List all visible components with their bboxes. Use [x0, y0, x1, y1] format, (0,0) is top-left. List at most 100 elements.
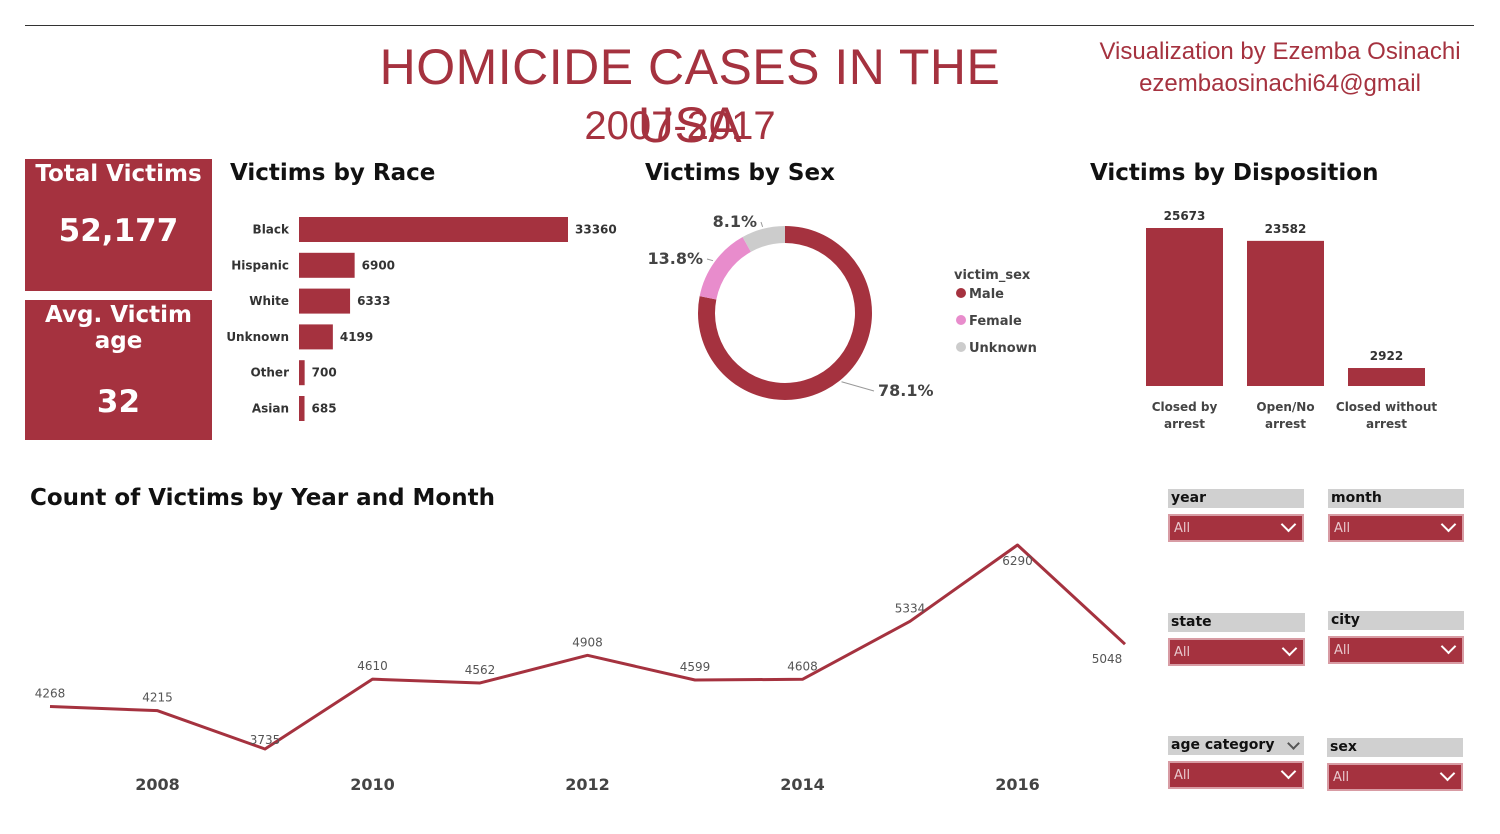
legend-dot-icon — [956, 315, 966, 325]
line-data-label: 5048 — [1092, 652, 1123, 666]
slicer-sex-dropdown[interactable]: All — [1327, 763, 1463, 791]
race-value-label: 700 — [312, 366, 337, 380]
sex-leader-line — [706, 258, 714, 262]
legend-dot-icon — [956, 342, 966, 352]
race-bar — [299, 360, 305, 386]
slicer-city-label: city — [1328, 611, 1464, 630]
year-line-chart: 4268 4215 3735 4610 4562 4908 4599 4608 5334 6290… — [35, 543, 1127, 794]
race-value-label: 6333 — [357, 294, 390, 308]
slicer-state-dropdown[interactable]: All — [1168, 638, 1305, 666]
credit-email: ezembaosinachi64@gmail — [1139, 70, 1421, 97]
slicer-year-value: All — [1174, 521, 1191, 536]
slicer-month-label: month — [1328, 489, 1464, 508]
sex-legend-item: Male — [969, 287, 1004, 302]
chevron-down-icon[interactable] — [1281, 640, 1298, 657]
victims-trend-line — [49, 543, 1127, 751]
line-data-label: 4908 — [572, 635, 603, 649]
slicer-month-value: All — [1334, 521, 1351, 536]
page-title: HOMICIDE CASES IN THE USA — [379, 39, 1001, 153]
sex-slice-label: 8.1% — [713, 212, 757, 231]
slicer-state-value: All — [1174, 645, 1191, 660]
chevron-down-icon[interactable] — [1287, 737, 1300, 750]
disposition-value-label: 23582 — [1265, 222, 1307, 236]
line-data-label: 3735 — [250, 733, 281, 747]
sex-slice-label: 78.1% — [878, 381, 934, 400]
slicer-sex[interactable]: sex All — [1327, 738, 1463, 791]
disposition-category-label: Open/No — [1256, 400, 1314, 414]
race-category-label: Black — [253, 223, 290, 237]
line-data-label: 4562 — [465, 663, 496, 677]
slicer-year[interactable]: year All — [1168, 489, 1304, 542]
race-category-label: Hispanic — [231, 258, 289, 272]
line-data-label: 4215 — [142, 691, 173, 705]
slicer-month-dropdown[interactable]: All — [1328, 514, 1464, 542]
disposition-bar — [1247, 240, 1324, 386]
credit-name: Visualization by Ezemba Osinachi — [1099, 38, 1461, 65]
avg-age-label: Avg. Victim age — [45, 302, 192, 354]
line-data-label: 4608 — [787, 659, 818, 673]
sex-leader-line — [841, 381, 875, 392]
sex-slice-label: 13.8% — [647, 249, 703, 268]
race-bar — [299, 396, 305, 421]
disposition-category-label: Closed without — [1336, 400, 1437, 414]
chevron-down-icon[interactable] — [1280, 516, 1297, 533]
sex-legend-item: Unknown — [969, 341, 1037, 356]
slicer-age-category-label: age category — [1168, 736, 1304, 755]
slicer-year-dropdown[interactable]: All — [1168, 514, 1304, 542]
chevron-down-icon[interactable] — [1440, 638, 1457, 655]
slicer-year-label: year — [1168, 489, 1304, 508]
sex-donut-chart: 78.1% 13.8% 8.1% victim_sex Male Female Unknow… — [647, 212, 1037, 400]
top-divider — [25, 25, 1474, 26]
disposition-category-label: arrest — [1164, 417, 1205, 431]
total-victims-value: 52,177 — [58, 213, 179, 249]
slicer-state-label: state — [1168, 613, 1305, 632]
slicer-age-category[interactable]: age category All — [1168, 736, 1304, 789]
slicer-age-category-dropdown[interactable]: All — [1168, 761, 1304, 789]
race-chart-title: Victims by Race — [230, 160, 436, 186]
race-category-label: White — [249, 294, 289, 308]
line-x-tick-label: 2014 — [780, 775, 825, 794]
race-value-label: 6900 — [362, 258, 395, 272]
sex-legend-title: victim_sex — [954, 268, 1031, 283]
slicer-city-value: All — [1334, 643, 1351, 658]
disposition-bar — [1348, 368, 1425, 386]
chevron-down-icon[interactable] — [1440, 516, 1457, 533]
disposition-category-label: Closed by — [1152, 400, 1218, 414]
disposition-value-label: 25673 — [1164, 209, 1206, 223]
slicer-state[interactable]: state All — [1168, 613, 1305, 666]
race-bar — [299, 324, 333, 350]
disposition-bar-chart: 25673 Closed by arrest 23582 Open/No arrest 29… — [1146, 209, 1437, 431]
race-category-label: Other — [250, 366, 289, 380]
slicer-city[interactable]: city All — [1328, 611, 1464, 664]
avg-age-value: 32 — [96, 384, 141, 420]
chevron-down-icon[interactable] — [1439, 765, 1456, 782]
line-data-label: 6290 — [1002, 554, 1033, 568]
sex-chart-title: Victims by Sex — [645, 160, 835, 186]
race-bar — [299, 217, 568, 242]
race-bar — [299, 288, 351, 314]
race-bar — [299, 252, 355, 278]
disposition-category-label: arrest — [1366, 417, 1407, 431]
sex-legend-item: Female — [969, 314, 1022, 329]
disposition-bar — [1146, 228, 1223, 386]
race-value-label: 685 — [312, 402, 337, 416]
disposition-category-label: arrest — [1265, 417, 1306, 431]
line-x-tick-label: 2008 — [135, 775, 180, 794]
race-value-label: 33360 — [575, 223, 617, 237]
line-chart-title: Count of Victims by Year and Month — [30, 485, 495, 511]
sex-donut-slice — [742, 226, 785, 252]
race-bar-chart: Black 33360 Hispanic 6900 White 6333 Unknown 41… — [226, 217, 617, 421]
line-x-tick-label: 2010 — [350, 775, 395, 794]
disposition-value-label: 2922 — [1370, 349, 1403, 363]
avg-age-card: Avg. Victim age 32 — [25, 300, 212, 440]
author-credit: Visualization by Ezemba Osinachi ezembao… — [1070, 36, 1490, 100]
slicer-city-dropdown[interactable]: All — [1328, 636, 1464, 664]
line-data-label: 5334 — [895, 601, 926, 615]
race-value-label: 4199 — [340, 330, 373, 344]
line-x-tick-label: 2016 — [995, 775, 1040, 794]
slicer-month[interactable]: month All — [1328, 489, 1464, 542]
disposition-chart-title: Victims by Disposition — [1090, 160, 1379, 186]
chevron-down-icon[interactable] — [1280, 763, 1297, 780]
line-x-tick-label: 2012 — [565, 775, 610, 794]
line-data-label: 4610 — [357, 659, 388, 673]
